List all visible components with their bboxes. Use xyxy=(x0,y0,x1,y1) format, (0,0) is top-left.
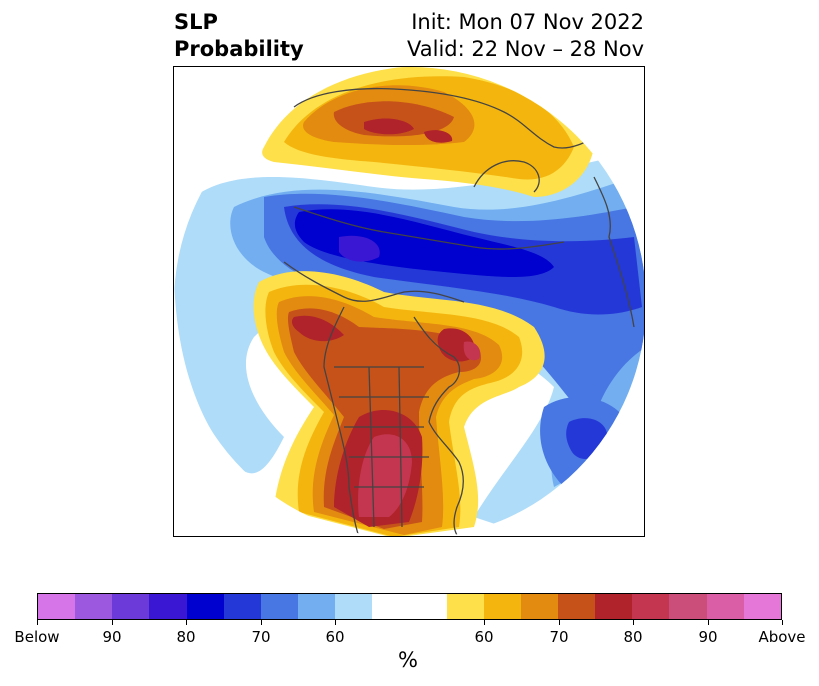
title-line-1: SLP xyxy=(174,10,218,34)
init-date: Init: Mon 07 Nov 2022 xyxy=(411,10,644,34)
colorbar-segment xyxy=(38,594,76,619)
colorbar-segment xyxy=(632,594,670,619)
colorbar xyxy=(37,593,782,620)
colorbar-segment xyxy=(446,594,484,619)
colorbar-segment xyxy=(669,594,707,619)
colorbar-tick-label: 90 xyxy=(698,628,718,646)
colorbar-tick-mark xyxy=(112,620,113,625)
colorbar-tick-label: 80 xyxy=(176,628,196,646)
colorbar-segment xyxy=(149,594,187,619)
above-70-north xyxy=(333,101,454,137)
map-title: SLP Probability xyxy=(174,9,304,63)
probability-map xyxy=(174,67,644,536)
below-85-region xyxy=(339,235,380,262)
colorbar-segment xyxy=(372,594,410,619)
colorbar-tick-mark xyxy=(186,620,187,625)
above-80-namerica xyxy=(358,341,481,517)
colorbar-segment xyxy=(483,594,521,619)
colorbar-tick-mark xyxy=(261,620,262,625)
colorbar-tick-mark xyxy=(708,620,709,625)
colorbar-segment xyxy=(595,594,633,619)
colorbar-tick-label: 90 xyxy=(102,628,122,646)
colorbar-tick-mark xyxy=(559,620,560,625)
colorbar-segment xyxy=(706,594,744,619)
colorbar-segment xyxy=(743,594,781,619)
colorbar-tick-label: Above xyxy=(758,628,806,646)
colorbar-segment xyxy=(112,594,150,619)
colorbar-segment xyxy=(223,594,261,619)
colorbar-segment xyxy=(186,594,224,619)
colorbar-unit: % xyxy=(398,648,418,672)
colorbar-segment xyxy=(260,594,298,619)
date-info: Init: Mon 07 Nov 2022 Valid: 22 Nov – 28… xyxy=(407,9,644,63)
colorbar-segment xyxy=(520,594,558,619)
colorbar-tick-label: 70 xyxy=(251,628,271,646)
colorbar-segment xyxy=(297,594,336,619)
colorbar-tick-label: Below xyxy=(14,628,60,646)
colorbar-tick-mark xyxy=(37,620,38,625)
colorbar-tick-label: 60 xyxy=(325,628,345,646)
colorbar-segment xyxy=(75,594,113,619)
title-line-2: Probability xyxy=(174,37,304,61)
map-panel xyxy=(173,66,645,537)
colorbar-tick-mark xyxy=(633,620,634,625)
colorbar-tick-label: 80 xyxy=(623,628,643,646)
colorbar-tick-mark xyxy=(335,620,336,625)
colorbar-segment xyxy=(335,594,373,619)
colorbar-segment xyxy=(409,594,447,619)
colorbar-tick-label: 60 xyxy=(474,628,494,646)
above-75-namerica xyxy=(291,315,475,527)
colorbar-tick-mark xyxy=(782,620,783,625)
colorbar-tick-mark xyxy=(484,620,485,625)
coastlines xyxy=(283,87,635,536)
colorbar-segment xyxy=(557,594,596,619)
above-75-north xyxy=(364,118,453,143)
colorbar-tick-label: 70 xyxy=(549,628,569,646)
valid-range: Valid: 22 Nov – 28 Nov xyxy=(407,37,644,61)
